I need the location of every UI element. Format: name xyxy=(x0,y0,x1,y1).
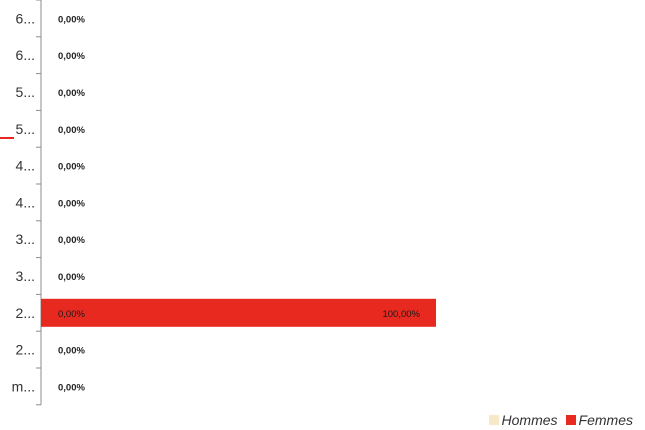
category-label: 3... xyxy=(16,268,35,284)
legend-label-hommes: Hommes xyxy=(501,412,558,428)
value-labels: 0,00% 0,00% 0,00% 0,00% 0,00% 0,00% 0,00% 0,00%… xyxy=(58,14,421,393)
data-label-hommes: 0,00% xyxy=(58,309,85,320)
data-label-hommes: 0,00% xyxy=(58,51,85,62)
legend: Hommes Femmes xyxy=(481,412,633,428)
category-label: 5... xyxy=(16,121,35,137)
legend-swatch-femmes xyxy=(565,415,576,425)
category-label: 4... xyxy=(16,158,35,174)
category-label: 4... xyxy=(16,194,35,210)
bar-femmes xyxy=(41,298,436,327)
data-label-hommes: 0,00% xyxy=(58,14,85,25)
data-label-hommes: 0,00% xyxy=(58,382,85,393)
data-label-femmes: 100,00% xyxy=(382,309,420,320)
category-label: m... xyxy=(12,378,35,394)
data-label-hommes: 0,00% xyxy=(58,235,85,246)
data-label-hommes: 0,00% xyxy=(58,125,85,136)
data-label-hommes: 0,00% xyxy=(58,346,85,357)
bars xyxy=(41,298,436,327)
legend-swatch-hommes xyxy=(488,415,499,425)
category-label: 2... xyxy=(16,342,35,358)
data-label-hommes: 0,00% xyxy=(58,272,85,283)
data-label-hommes: 0,00% xyxy=(58,88,85,99)
data-label-hommes: 0,00% xyxy=(58,198,85,209)
legend-item-femmes: Femmes xyxy=(565,412,633,428)
legend-item-hommes: Hommes xyxy=(488,412,558,428)
category-label: 6... xyxy=(16,47,35,63)
category-label: 3... xyxy=(16,231,35,247)
category-label: 6... xyxy=(16,10,35,26)
data-label-hommes: 0,00% xyxy=(58,162,85,173)
category-label: 5... xyxy=(16,84,35,100)
category-labels: 6... 6... 5... 5... 4... 4... 3... 3... 2... 2...… xyxy=(12,10,35,394)
y-axis xyxy=(36,0,42,406)
legend-label-femmes: Femmes xyxy=(578,412,633,428)
category-label: 2... xyxy=(16,305,35,321)
